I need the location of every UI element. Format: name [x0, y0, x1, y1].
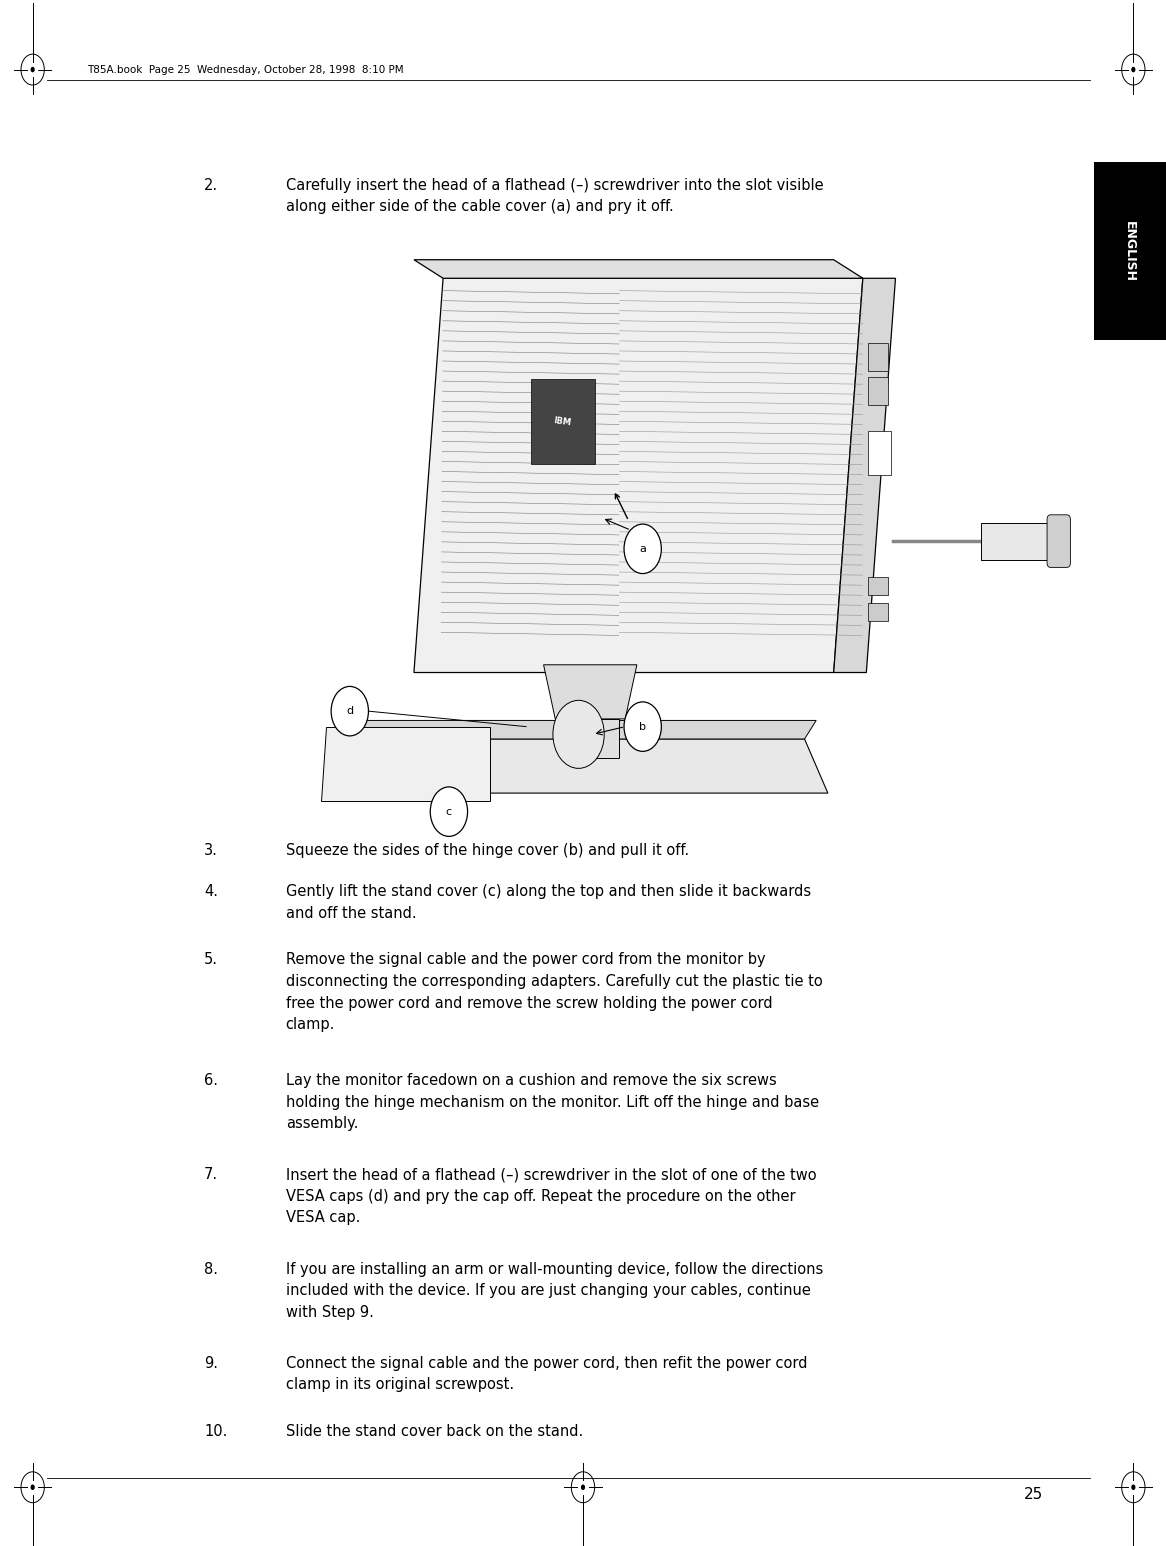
- Polygon shape: [981, 523, 1056, 560]
- Polygon shape: [543, 665, 637, 719]
- Text: a: a: [639, 544, 646, 553]
- Text: ENGLISH: ENGLISH: [1123, 221, 1137, 281]
- FancyBboxPatch shape: [868, 377, 888, 405]
- Text: 9.: 9.: [204, 1356, 218, 1371]
- FancyBboxPatch shape: [1047, 515, 1070, 567]
- Text: 7.: 7.: [204, 1167, 218, 1183]
- Circle shape: [624, 524, 661, 574]
- Text: Insert the head of a flathead (–) screwdriver in the slot of one of the two
VESA: Insert the head of a flathead (–) screwd…: [286, 1167, 816, 1226]
- Text: 6.: 6.: [204, 1073, 218, 1088]
- Polygon shape: [561, 719, 619, 758]
- Circle shape: [1131, 66, 1136, 73]
- Circle shape: [553, 700, 604, 768]
- Text: T85A.book  Page 25  Wednesday, October 28, 1998  8:10 PM: T85A.book Page 25 Wednesday, October 28,…: [87, 65, 405, 74]
- Circle shape: [30, 1484, 35, 1490]
- FancyBboxPatch shape: [868, 603, 888, 621]
- Circle shape: [1131, 1484, 1136, 1490]
- Circle shape: [624, 702, 661, 751]
- Text: b: b: [639, 722, 646, 731]
- Text: 5.: 5.: [204, 952, 218, 968]
- Text: Slide the stand cover back on the stand.: Slide the stand cover back on the stand.: [286, 1424, 583, 1439]
- Polygon shape: [834, 278, 895, 673]
- Text: 25: 25: [1024, 1487, 1044, 1503]
- Text: 3.: 3.: [204, 843, 218, 858]
- Text: If you are installing an arm or wall-mounting device, follow the directions
incl: If you are installing an arm or wall-mou…: [286, 1262, 823, 1320]
- Text: Squeeze the sides of the hinge cover (b) and pull it off.: Squeeze the sides of the hinge cover (b)…: [286, 843, 689, 858]
- Text: IBM: IBM: [553, 416, 573, 427]
- FancyBboxPatch shape: [868, 431, 891, 475]
- Text: Remove the signal cable and the power cord from the monitor by
disconnecting the: Remove the signal cable and the power co…: [286, 952, 822, 1033]
- Circle shape: [430, 787, 468, 836]
- FancyBboxPatch shape: [868, 343, 888, 371]
- Text: Carefully insert the head of a flathead (–) screwdriver into the slot visible
al: Carefully insert the head of a flathead …: [286, 178, 823, 215]
- Text: d: d: [346, 707, 353, 716]
- Polygon shape: [338, 739, 828, 793]
- FancyBboxPatch shape: [531, 379, 595, 464]
- Circle shape: [30, 66, 35, 73]
- Text: 4.: 4.: [204, 884, 218, 900]
- Polygon shape: [414, 260, 863, 278]
- Polygon shape: [321, 727, 490, 801]
- Text: Lay the monitor facedown on a cushion and remove the six screws
holding the hing: Lay the monitor facedown on a cushion an…: [286, 1073, 819, 1132]
- Text: 8.: 8.: [204, 1262, 218, 1277]
- Text: 2.: 2.: [204, 178, 218, 193]
- Polygon shape: [414, 278, 863, 673]
- Text: c: c: [445, 807, 452, 816]
- Polygon shape: [350, 720, 816, 739]
- FancyBboxPatch shape: [1094, 162, 1166, 340]
- Circle shape: [581, 1484, 585, 1490]
- FancyBboxPatch shape: [868, 577, 888, 595]
- Text: Connect the signal cable and the power cord, then refit the power cord
clamp in : Connect the signal cable and the power c…: [286, 1356, 807, 1393]
- Text: Gently lift the stand cover (c) along the top and then slide it backwards
and of: Gently lift the stand cover (c) along th…: [286, 884, 810, 921]
- Text: 10.: 10.: [204, 1424, 227, 1439]
- Circle shape: [331, 686, 368, 736]
